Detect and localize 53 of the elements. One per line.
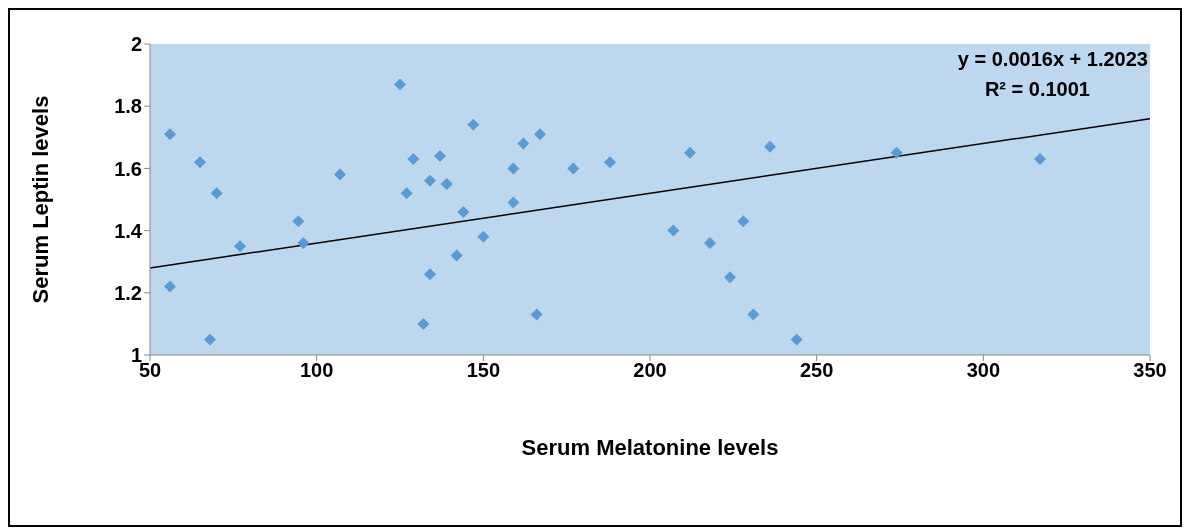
point	[517, 137, 530, 150]
annotation: y = 0.0016x + 1.2023	[957, 48, 1148, 71]
point	[194, 156, 206, 169]
x-tick-label: 100	[299, 359, 334, 382]
point	[457, 205, 470, 218]
y-tick-label: 1.8	[114, 95, 142, 118]
y-axis-title: Serum Leptin levels	[27, 95, 53, 304]
point	[567, 162, 580, 175]
point	[534, 128, 546, 141]
x-tick-label: 200	[633, 359, 667, 382]
point	[394, 78, 406, 91]
y-tick-label: 1.2	[114, 281, 142, 304]
point	[334, 168, 346, 181]
point	[292, 215, 305, 228]
point	[890, 146, 903, 159]
point	[604, 156, 616, 169]
point	[530, 308, 543, 321]
point	[440, 177, 453, 190]
point	[407, 153, 420, 166]
point	[667, 224, 680, 237]
point	[297, 237, 310, 250]
point	[507, 196, 520, 209]
point	[507, 162, 520, 175]
point	[234, 240, 246, 253]
point	[1034, 153, 1046, 166]
point	[204, 333, 216, 346]
annotation: R² = 0.1001	[984, 78, 1090, 101]
point	[400, 187, 413, 200]
point	[704, 237, 716, 250]
point	[210, 187, 223, 200]
point	[450, 249, 463, 262]
point	[424, 174, 436, 187]
x-axis-title: Serum Melatonine levels	[521, 435, 779, 460]
y-tick-label: 1.6	[114, 157, 142, 180]
x-tick-label: 150	[466, 359, 501, 382]
point	[737, 215, 750, 228]
y-tick-label: 1.4	[114, 219, 143, 242]
x-tick-label: 250	[799, 359, 834, 382]
x-tick-label: 350	[1133, 359, 1167, 382]
point	[477, 230, 490, 243]
point	[467, 118, 480, 131]
point	[164, 128, 176, 141]
point	[417, 317, 430, 330]
point	[424, 268, 436, 281]
point	[764, 140, 776, 153]
point	[724, 271, 736, 284]
point	[790, 333, 803, 346]
y-tick-label: 2	[130, 33, 142, 56]
x-tick-label: 300	[966, 359, 1001, 382]
point	[747, 308, 760, 321]
point	[164, 280, 176, 293]
point	[434, 149, 446, 162]
point	[684, 146, 696, 159]
